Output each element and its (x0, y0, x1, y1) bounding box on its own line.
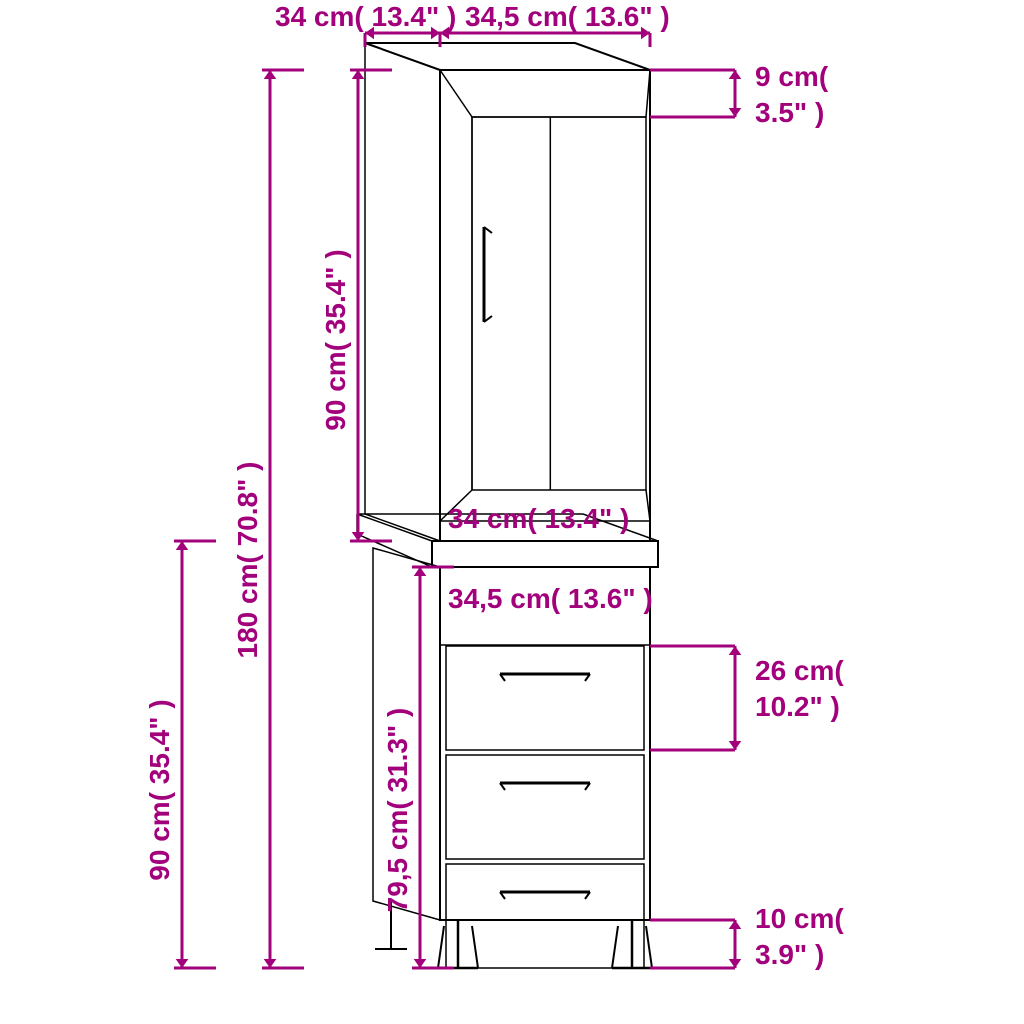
dim-shelf_width: 34,5 cm( 13.6" ) (448, 583, 653, 614)
dim-width_top: 34,5 cm( 13.6" ) (465, 1, 670, 32)
dim-total_h: 180 cm( 70.8" ) (232, 462, 263, 659)
drawer (446, 755, 644, 859)
dim-lower_h: 90 cm( 35.4" ) (144, 699, 175, 880)
drawer (446, 646, 644, 750)
dim-leg_h-l2: 3.9" ) (755, 939, 824, 970)
dim-drawer_h-l2: 10.2" ) (755, 691, 840, 722)
dim-leg_h-l1: 10 cm( (755, 903, 844, 934)
dim-depth_top: 34 cm( 13.4" ) (275, 1, 456, 32)
dim-drawer_h-l1: 26 cm( (755, 655, 844, 686)
dim-cab_body_h: 79,5 cm( 31.3" ) (382, 708, 413, 913)
dim-shelf_depth: 34 cm( 13.4" ) (448, 503, 629, 534)
lower-cabinet (440, 567, 650, 920)
dim-recess-l2: 3.5" ) (755, 97, 824, 128)
dim-upper_h: 90 cm( 35.4" ) (320, 249, 351, 430)
dim-recess-l1: 9 cm( (755, 61, 829, 92)
